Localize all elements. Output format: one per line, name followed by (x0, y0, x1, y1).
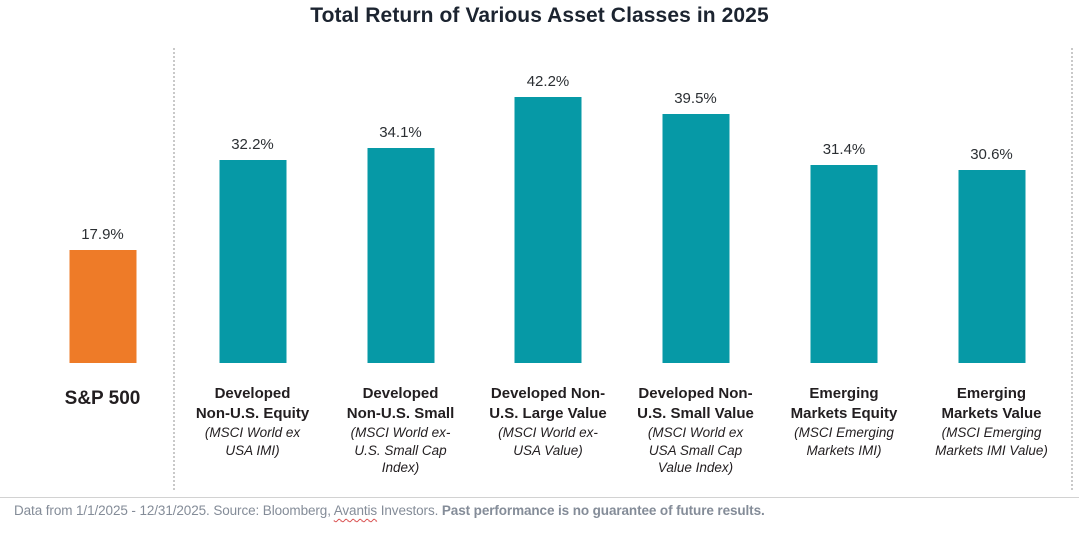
category-index-name: (MSCI Emerging Markets IMI) (794, 425, 894, 458)
bar-value-label: 31.4% (822, 141, 866, 158)
category-label: Developed Non- U.S. Large Value (MSCI Wo… (458, 384, 638, 459)
footer-source-text-2: Investors. (377, 503, 442, 518)
category-index-name: (MSCI Emerging Markets IMI Value) (935, 425, 1048, 458)
category-label: Emerging Markets Equity (MSCI Emerging M… (754, 384, 934, 459)
bar-group-emerging-markets-value: 30.6% Emerging Markets Value (MSCI Emerg… (902, 0, 1079, 543)
category-index-name: (MSCI World ex USA IMI) (204, 425, 301, 458)
category-index-name: (MSCI World ex USA Small Cap Value Index… (647, 425, 744, 476)
bar-developed-non-us-large-value (514, 97, 582, 363)
category-label: Emerging Markets Value (MSCI Emerging Ma… (902, 384, 1079, 459)
category-label: Developed Non-U.S. Equity (MSCI World ex… (163, 384, 343, 459)
bar-group-developed-non-us-equity: 32.2% Developed Non-U.S. Equity (MSCI Wo… (163, 0, 343, 543)
category-name: Developed Non-U.S. Small (346, 385, 455, 422)
bar-emerging-markets-value (958, 170, 1025, 363)
category-label: Developed Non- U.S. Small Value (MSCI Wo… (606, 384, 786, 477)
bar-developed-non-us-small (367, 148, 434, 363)
footer-note: Data from 1/1/2025 - 12/31/2025. Source:… (14, 503, 765, 518)
footer-source-text: Data from 1/1/2025 - 12/31/2025. Source:… (14, 503, 334, 518)
bar-value-label: 32.2% (231, 136, 274, 153)
bar-value-label: 30.6% (970, 146, 1013, 163)
category-name: Emerging Markets Value (941, 385, 1042, 422)
footer-disclaimer-bold: Past performance is no guarantee of futu… (441, 503, 765, 518)
bar-value-label: 39.5% (674, 90, 717, 107)
bar-group-developed-non-us-large-value: 42.2% Developed Non- U.S. Large Value (M… (458, 0, 638, 543)
bar-value-label: 34.1% (379, 124, 422, 141)
bar-sp500 (69, 250, 136, 363)
category-label: S&P 500 (13, 384, 193, 413)
bar-value-label: 42.2% (526, 73, 570, 90)
category-name: Developed Non-U.S. Equity (195, 385, 310, 422)
category-name: Emerging Markets Equity (790, 385, 898, 422)
bar-group-emerging-markets-equity: 31.4% Emerging Markets Equity (MSCI Emer… (754, 0, 934, 543)
category-name: Developed Non- U.S. Small Value (637, 385, 754, 422)
category-index-name: (MSCI World ex- USA Value) (498, 425, 598, 458)
bar-group-developed-non-us-small: 34.1% Developed Non-U.S. Small (MSCI Wor… (311, 0, 491, 543)
bar-group-sp500: 17.9% S&P 500 (13, 0, 193, 543)
bar-value-label: 17.9% (81, 226, 124, 243)
category-label: Developed Non-U.S. Small (MSCI World ex-… (311, 384, 491, 477)
category-index-name: (MSCI World ex- U.S. Small Cap Index) (350, 425, 451, 476)
footer-avantis-word: Avantis (333, 503, 378, 518)
footer-separator-line (0, 497, 1079, 498)
bar-developed-non-us-small-value (662, 114, 729, 363)
category-name: Developed Non- U.S. Large Value (489, 385, 607, 422)
bar-group-developed-non-us-small-value: 39.5% Developed Non- U.S. Small Value (M… (606, 0, 786, 543)
divider-right-dotted-line (1071, 48, 1073, 490)
page-title: Total Return of Various Asset Classes in… (310, 4, 769, 27)
bar-developed-non-us-equity (219, 160, 286, 363)
bar-emerging-markets-equity (810, 165, 878, 363)
category-name: S&P 500 (64, 388, 141, 409)
divider-left-dotted-line (173, 48, 175, 490)
